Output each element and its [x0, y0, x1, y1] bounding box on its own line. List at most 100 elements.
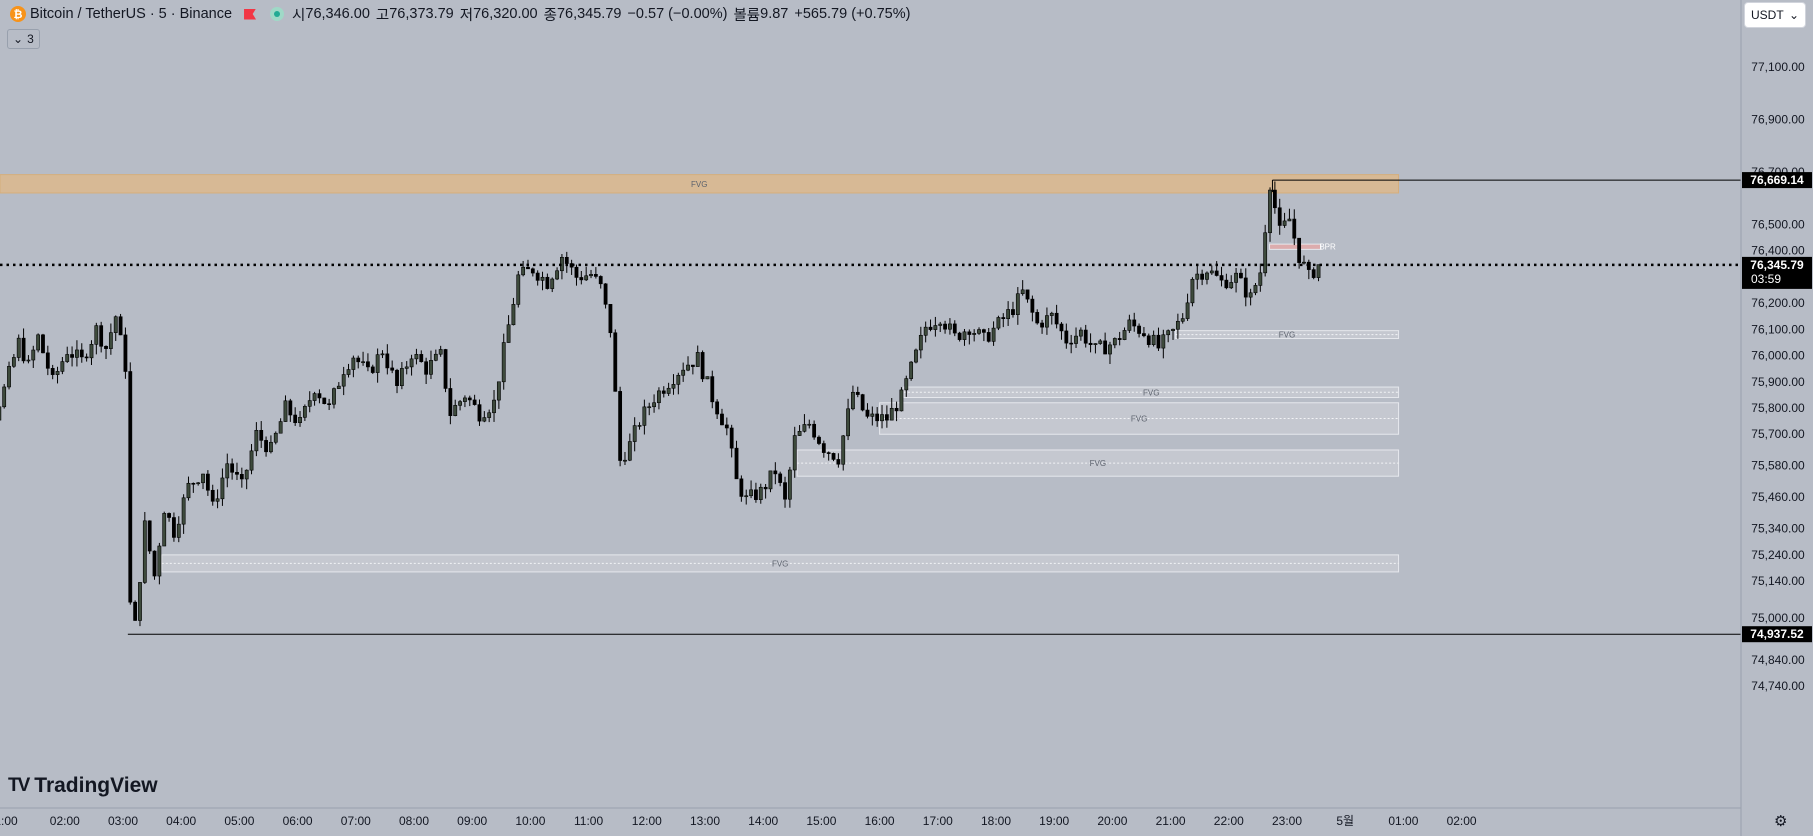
candle	[438, 345, 443, 357]
candle-body-down	[230, 463, 235, 473]
candle	[395, 368, 399, 394]
candle-body-up	[923, 326, 928, 336]
candle	[104, 345, 108, 360]
candle-body-up	[1209, 270, 1214, 274]
candle-body-down	[981, 329, 986, 333]
candle	[928, 319, 933, 332]
candle	[550, 277, 555, 293]
candle-body-up	[1287, 218, 1292, 222]
candle	[957, 331, 962, 342]
candle	[1040, 319, 1044, 334]
low-label: 저	[459, 7, 474, 24]
candle-body-down	[1239, 272, 1243, 279]
candle-body-down	[943, 323, 947, 330]
candle	[152, 550, 157, 580]
candle-body-up	[108, 332, 113, 349]
candle	[1263, 224, 1268, 277]
candle	[904, 375, 909, 397]
candle-body-up	[453, 405, 458, 416]
candle-body-down	[1243, 277, 1248, 298]
candle-body-up	[846, 408, 850, 437]
zone-fvg-5[interactable]: FVG	[796, 449, 1400, 477]
zone-fvg-0[interactable]: FVG	[0, 174, 1400, 194]
symbol-title[interactable]: Bitcoin / TetherUS · 5 · Binance	[30, 6, 233, 22]
candle-body-down	[1146, 335, 1151, 345]
candle-body-down	[1219, 275, 1224, 281]
candle	[448, 378, 453, 425]
candle	[880, 405, 884, 429]
zone-fvg-3[interactable]: FVG	[903, 386, 1400, 399]
candle-body-up	[1127, 319, 1132, 331]
candle-body-up	[361, 361, 365, 364]
zone-bpr-1[interactable]: BPR	[1269, 243, 1336, 252]
low-price-marker-bg	[1742, 626, 1812, 643]
candle-body-up	[351, 357, 356, 370]
high-price-marker-label: 76,669.14	[1750, 173, 1804, 187]
candle	[424, 357, 429, 385]
tradingview-logo[interactable]: TV TradingView	[8, 774, 158, 798]
zone-fvg-6[interactable]: FVG	[161, 554, 1400, 573]
candle-body-down	[235, 471, 239, 475]
candle	[972, 329, 977, 342]
candle-body-up	[652, 402, 656, 408]
candle-body-up	[918, 334, 923, 351]
candle-body-up	[880, 414, 884, 422]
indicators-collapse-button[interactable]: ⌄ 3	[7, 29, 40, 49]
candle	[1272, 181, 1277, 214]
candle	[70, 346, 74, 367]
candle	[875, 407, 880, 427]
candle	[167, 512, 171, 522]
candle	[720, 408, 724, 426]
candle	[516, 270, 521, 308]
candle	[1059, 322, 1064, 340]
candle	[1127, 314, 1132, 333]
candle	[923, 321, 928, 343]
candle-body-up	[336, 385, 341, 389]
candle	[0, 406, 2, 421]
candle	[409, 354, 414, 376]
price-lines	[0, 179, 1741, 635]
tradingview-logo-icon: TV	[8, 775, 30, 796]
candle-body-down	[865, 409, 870, 417]
gear-icon[interactable]: ⚙	[1774, 812, 1788, 830]
candle	[317, 389, 322, 404]
zone-fvg-4[interactable]: FVG	[879, 402, 1400, 435]
candle-body-down	[545, 276, 550, 289]
time-tick-label: 11:00	[574, 814, 603, 828]
zone-label: FVG	[691, 180, 707, 189]
candle-body-up	[312, 393, 317, 401]
time-tick-label: 17:00	[923, 814, 953, 828]
candle-body-down	[448, 388, 453, 416]
currency-select[interactable]: USDT ⌄	[1744, 2, 1806, 28]
candle	[385, 344, 390, 375]
candle	[414, 348, 419, 365]
flag-icon[interactable]	[244, 9, 256, 20]
candle-body-up	[792, 435, 797, 471]
price-tick-label: 75,340.00	[1751, 522, 1805, 536]
candle	[220, 468, 225, 506]
candle-body-down	[773, 470, 778, 475]
candle-body-down	[526, 266, 530, 270]
candle-body-up	[501, 342, 506, 383]
candle-body-down	[836, 459, 841, 465]
candle-body-down	[1224, 279, 1229, 289]
candle	[855, 386, 860, 398]
candle-body-up	[89, 344, 94, 359]
currency-value: USDT	[1751, 8, 1784, 22]
zone-rect	[0, 174, 1400, 194]
candle-body-up	[899, 389, 904, 412]
candle-body-up	[65, 354, 70, 362]
candle-body-up	[802, 424, 807, 432]
candle-body-up	[186, 482, 191, 499]
zone-fvg-2[interactable]: FVG	[1174, 330, 1400, 340]
candles	[0, 181, 1321, 627]
candle-body-down	[419, 354, 424, 363]
time-tick-label: 03:00	[108, 814, 138, 828]
candle	[99, 321, 104, 353]
candle	[1020, 280, 1025, 296]
candle	[380, 350, 385, 359]
candle	[1035, 309, 1040, 325]
candle-body-down	[855, 391, 860, 395]
candle-body-down	[884, 414, 889, 421]
